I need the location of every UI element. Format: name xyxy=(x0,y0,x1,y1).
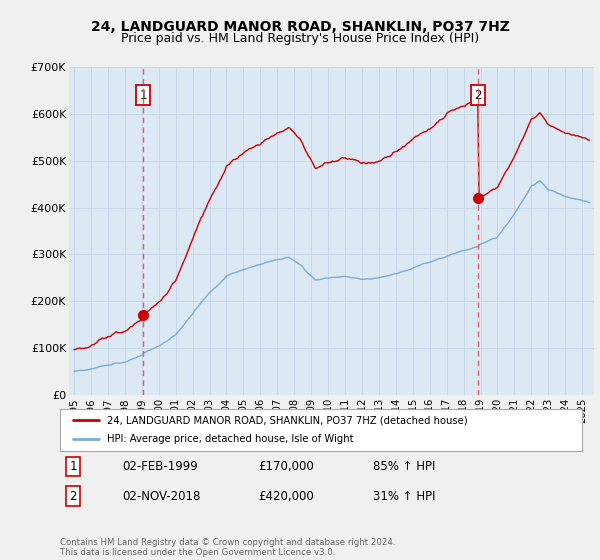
Text: 1: 1 xyxy=(70,460,77,473)
Text: 31% ↑ HPI: 31% ↑ HPI xyxy=(373,489,436,502)
Text: 2: 2 xyxy=(474,89,482,102)
Text: 02-NOV-2018: 02-NOV-2018 xyxy=(122,489,201,502)
Text: £170,000: £170,000 xyxy=(259,460,314,473)
Text: Contains HM Land Registry data © Crown copyright and database right 2024.
This d: Contains HM Land Registry data © Crown c… xyxy=(60,538,395,557)
Text: 24, LANDGUARD MANOR ROAD, SHANKLIN, PO37 7HZ: 24, LANDGUARD MANOR ROAD, SHANKLIN, PO37… xyxy=(91,20,509,34)
Text: 24, LANDGUARD MANOR ROAD, SHANKLIN, PO37 7HZ (detached house): 24, LANDGUARD MANOR ROAD, SHANKLIN, PO37… xyxy=(107,415,467,425)
Text: HPI: Average price, detached house, Isle of Wight: HPI: Average price, detached house, Isle… xyxy=(107,435,353,445)
Text: 02-FEB-1999: 02-FEB-1999 xyxy=(122,460,199,473)
Text: Price paid vs. HM Land Registry's House Price Index (HPI): Price paid vs. HM Land Registry's House … xyxy=(121,32,479,45)
Text: £420,000: £420,000 xyxy=(259,489,314,502)
Text: 1: 1 xyxy=(139,89,147,102)
Text: 2: 2 xyxy=(70,489,77,502)
Text: 85% ↑ HPI: 85% ↑ HPI xyxy=(373,460,436,473)
